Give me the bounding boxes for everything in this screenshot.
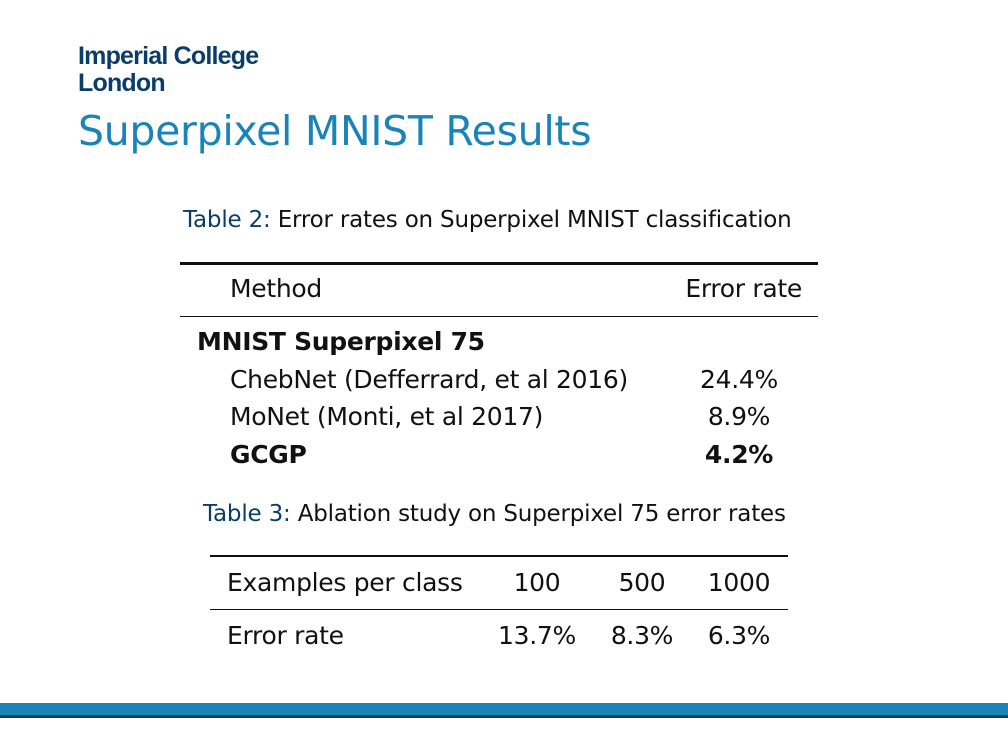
imperial-college-logo: Imperial College London bbox=[78, 42, 259, 97]
logo-line-1: Imperial College bbox=[78, 42, 259, 70]
table2-caption: Table 2: Error rates on Superpixel MNIST… bbox=[183, 206, 792, 234]
table2-row-method: MoNet (Monti, et al 2017) bbox=[230, 402, 544, 431]
table3-caption: Table 3: Ablation study on Superpixel 75… bbox=[203, 500, 786, 528]
table2-header-method: Method bbox=[230, 274, 322, 303]
table2-caption-text: Error rates on Superpixel MNIST classifi… bbox=[277, 207, 792, 233]
table3-row-value: 8.3% bbox=[610, 621, 674, 650]
table3-header-label: Examples per class bbox=[227, 568, 463, 597]
logo-line-2: London bbox=[78, 69, 166, 97]
table2-group-label: MNIST Superpixel 75 bbox=[197, 327, 485, 356]
table2-row-error: 24.4% bbox=[700, 365, 778, 394]
table2-row-method: ChebNet (Defferrard, et al 2016) bbox=[230, 365, 628, 394]
table3-caption-text: Ablation study on Superpixel 75 error ra… bbox=[297, 501, 786, 527]
table3-mid-rule bbox=[210, 609, 788, 610]
slide-title: Superpixel MNIST Results bbox=[78, 107, 592, 155]
table2-header-error: Error rate bbox=[685, 274, 802, 303]
table3-header-value: 500 bbox=[618, 568, 666, 597]
table2-row-error: 4.2% bbox=[704, 440, 774, 469]
table2-caption-label: Table 2: bbox=[183, 207, 271, 233]
table3-header-value: 1000 bbox=[707, 568, 771, 597]
table3-row-label: Error rate bbox=[227, 621, 344, 650]
footer-bar bbox=[0, 703, 1008, 718]
table3-row-value: 13.7% bbox=[498, 621, 576, 650]
table2-row-error: 8.9% bbox=[707, 402, 771, 431]
table2-row-method: GCGP bbox=[230, 440, 307, 469]
table3-row-value: 6.3% bbox=[707, 621, 771, 650]
table3-top-rule bbox=[210, 555, 788, 557]
table3-header-value: 100 bbox=[513, 568, 561, 597]
table3-caption-label: Table 3: bbox=[203, 501, 291, 527]
table2-top-rule bbox=[180, 262, 818, 265]
table2-mid-rule bbox=[180, 316, 818, 317]
